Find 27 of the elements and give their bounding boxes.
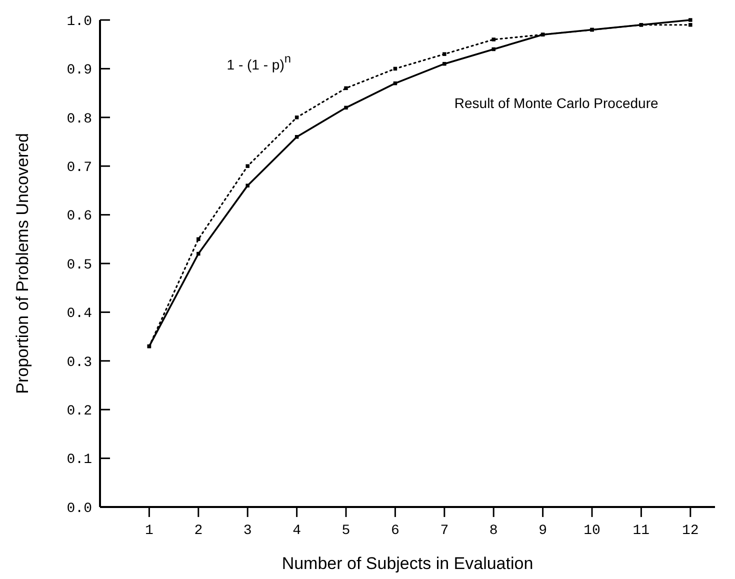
y-tick-label: 0.1 xyxy=(66,452,92,468)
y-axis-title: Proportion of Problems Uncovered xyxy=(13,133,32,394)
x-tick-label: 8 xyxy=(489,523,498,539)
y-tick-label: 0.3 xyxy=(66,354,92,371)
x-tick-label: 10 xyxy=(584,523,600,539)
x-tick-label: 6 xyxy=(390,523,400,539)
x-tick-label: 1 xyxy=(144,523,154,539)
y-tick-label: 0.2 xyxy=(66,404,92,420)
x-tick-label: 12 xyxy=(682,523,699,539)
y-tick-label: 0.4 xyxy=(66,306,92,322)
y-tick-label: 0.8 xyxy=(66,111,92,128)
y-tick-label: 0.5 xyxy=(66,257,92,274)
text: 1 - (1 - p)$^{n}$ xyxy=(226,51,292,72)
x-tick-label: 9 xyxy=(538,523,548,539)
text: Result of Monte Carlo Procedure xyxy=(454,94,658,111)
x-tick-label: 4 xyxy=(292,523,302,539)
y-tick-label: 0.7 xyxy=(66,160,92,176)
y-tick-label: 0.9 xyxy=(66,62,92,79)
y-tick-label: 0.0 xyxy=(66,500,92,517)
y-tick-label: 0.6 xyxy=(66,208,92,225)
x-tick-label: 11 xyxy=(632,523,650,539)
x-axis-title: Number of Subjects in Evaluation xyxy=(282,554,534,573)
x-tick-label: 3 xyxy=(243,523,252,539)
x-tick-label: 5 xyxy=(342,523,350,539)
x-tick-label: 2 xyxy=(194,523,203,539)
y-tick-label: 1.0 xyxy=(66,14,92,30)
x-tick-label: 7 xyxy=(440,523,449,539)
